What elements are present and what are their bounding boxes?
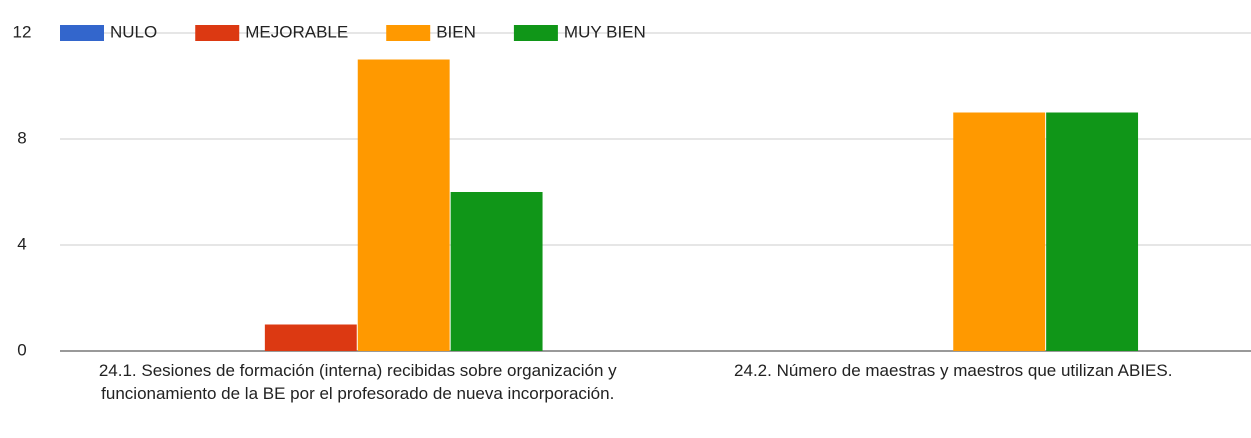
- bar: [450, 192, 543, 351]
- y-tick-label: 8: [17, 128, 26, 147]
- legend-label: MUY BIEN: [564, 22, 646, 41]
- legend-label: NULO: [110, 22, 157, 41]
- legend-label: MEJORABLE: [245, 22, 348, 41]
- x-tick-label: 24.1. Sesiones de formación (interna) re…: [98, 361, 617, 403]
- legend-swatch: [60, 25, 104, 41]
- legend-label: BIEN: [436, 22, 476, 41]
- y-tick-label: 4: [17, 234, 26, 253]
- legend-swatch: [513, 25, 558, 41]
- bar: [1046, 112, 1139, 351]
- legend-swatch: [195, 25, 240, 41]
- bar: [357, 59, 450, 351]
- bar: [264, 324, 357, 351]
- y-tick-label: 12: [13, 22, 32, 41]
- bar: [953, 112, 1046, 351]
- x-tick-label: 24.2. Número de maestras y maestros que …: [734, 361, 1173, 380]
- legend-swatch: [386, 25, 431, 41]
- y-tick-label: 0: [17, 340, 26, 359]
